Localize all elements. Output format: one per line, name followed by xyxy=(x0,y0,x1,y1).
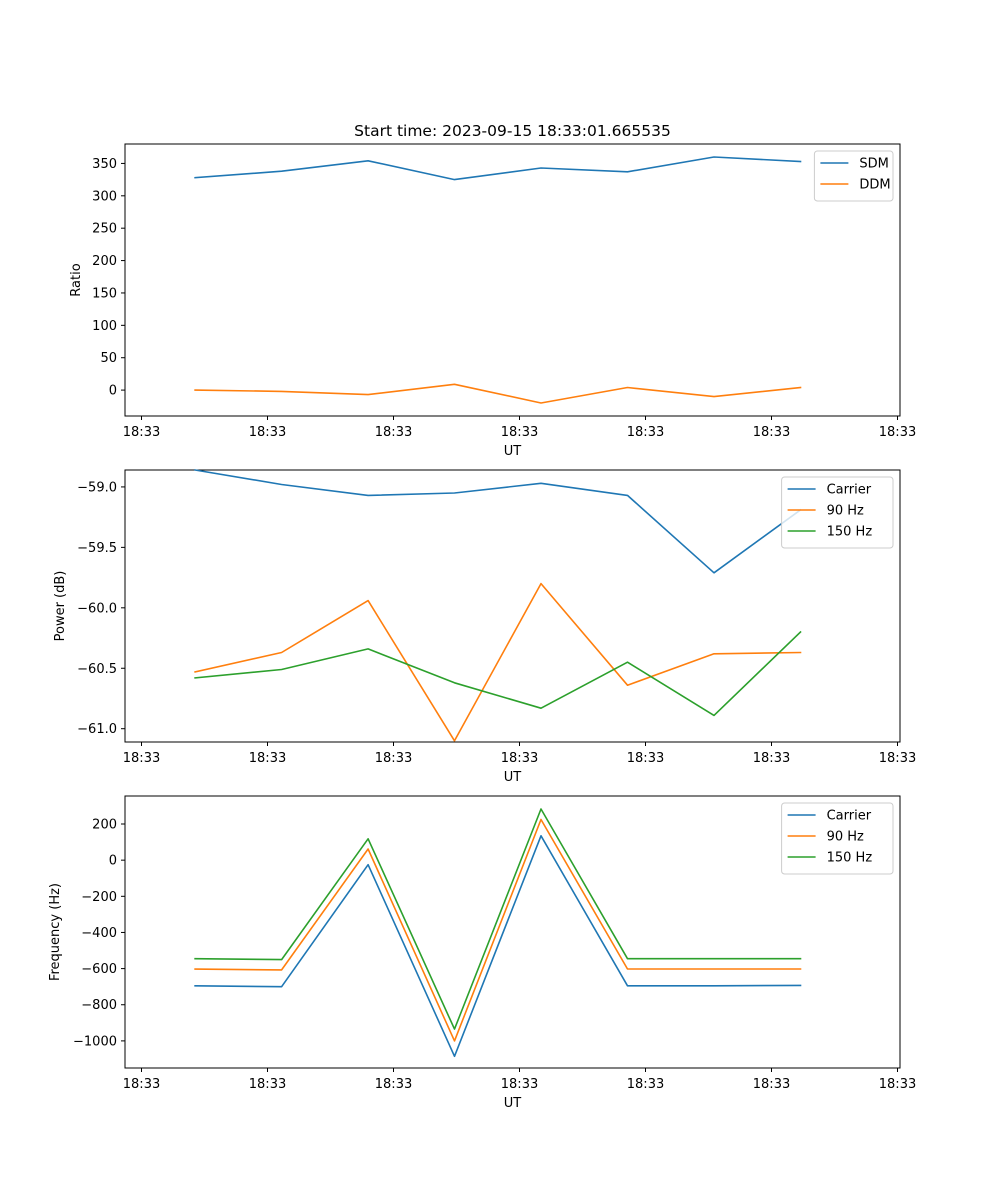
power-panel: 18:3318:3318:3318:3318:3318:3318:3318:34… xyxy=(53,469,916,785)
legend-label: 150 Hz xyxy=(827,851,873,866)
legend-label: Carrier xyxy=(827,483,872,498)
legend: SDM DDM xyxy=(813,150,894,202)
y-axis-label: Frequency (Hz) xyxy=(48,883,63,981)
x-tick-label: 18:33 xyxy=(501,425,538,440)
legend-label: SDM xyxy=(859,157,888,172)
legend-label: 90 Hz xyxy=(827,830,864,845)
x-tick-label: 18:33 xyxy=(627,1077,664,1092)
y-axis-label: Power (dB) xyxy=(53,571,68,642)
y-tick-label: 0 xyxy=(109,854,117,869)
y-tick-label: −61.0 xyxy=(77,722,117,737)
series-line-150-hz xyxy=(194,808,802,1030)
y-tick-label: 250 xyxy=(92,222,117,237)
x-tick-label: 18:33 xyxy=(627,425,664,440)
y-tick-label: −59.5 xyxy=(77,541,117,556)
y-tick-label: 200 xyxy=(92,254,117,269)
x-tick-label: 18:33 xyxy=(123,425,160,440)
series-line-sdm xyxy=(194,156,802,181)
series-line-ddm xyxy=(194,383,802,404)
ratio-panel: 18:3318:3318:3318:3318:3318:3318:3318:34… xyxy=(69,143,916,459)
y-tick-label: −60.5 xyxy=(77,662,117,677)
x-tick-label: 18:33 xyxy=(375,1077,412,1092)
plot-frame xyxy=(124,469,901,743)
x-tick-label: 18:33 xyxy=(501,1077,538,1092)
y-tick-label: 100 xyxy=(92,319,117,334)
x-axis-label: UT xyxy=(504,770,522,785)
y-axis-label: Ratio xyxy=(69,263,84,296)
x-tick-label: 18:33 xyxy=(753,1077,790,1092)
x-tick-label: 18:33 xyxy=(627,751,664,766)
y-tick-label: −600 xyxy=(81,962,117,977)
legend-label: DDM xyxy=(859,178,890,193)
x-tick-label: 18:33 xyxy=(123,1077,160,1092)
x-tick-label: 18:33 xyxy=(753,751,790,766)
y-tick-label: −60.0 xyxy=(77,601,117,616)
legend-label: 150 Hz xyxy=(827,525,873,540)
x-tick-label: 18:33 xyxy=(375,751,412,766)
legend: Carrier 90 Hz 150 Hz xyxy=(781,476,894,549)
y-tick-label: −800 xyxy=(81,998,117,1013)
series-line-90-hz xyxy=(194,818,802,1042)
x-tick-label: 18:33 xyxy=(879,751,916,766)
legend-label: Carrier xyxy=(827,809,872,824)
x-axis-label: UT xyxy=(504,1096,522,1111)
y-tick-label: −400 xyxy=(81,926,117,941)
figure-title: Start time: 2023-09-15 18:33:01.665535 xyxy=(354,122,671,140)
x-tick-label: 18:33 xyxy=(501,751,538,766)
x-tick-label: 18:33 xyxy=(249,751,286,766)
series-line-carrier xyxy=(194,834,802,1058)
y-tick-label: −59.0 xyxy=(77,480,117,495)
x-tick-label: 18:33 xyxy=(879,1077,916,1092)
x-tick-label: 18:33 xyxy=(375,425,412,440)
series-line-90-hz xyxy=(194,582,802,742)
plot-frame xyxy=(124,143,901,417)
y-tick-label: −1000 xyxy=(73,1034,117,1049)
y-tick-label: 300 xyxy=(92,189,117,204)
x-tick-label: 18:33 xyxy=(249,425,286,440)
legend-label: 90 Hz xyxy=(827,504,864,519)
x-tick-label: 18:33 xyxy=(249,1077,286,1092)
y-tick-label: 150 xyxy=(92,286,117,301)
x-tick-label: 18:33 xyxy=(123,751,160,766)
x-tick-label: 18:33 xyxy=(879,425,916,440)
y-tick-label: 50 xyxy=(100,351,117,366)
y-tick-label: 0 xyxy=(109,384,117,399)
y-tick-label: −200 xyxy=(81,890,117,905)
series-line-carrier xyxy=(194,469,802,574)
x-tick-label: 18:33 xyxy=(753,425,790,440)
x-axis-label: UT xyxy=(504,444,522,459)
frequency-panel: 18:3318:3318:3318:3318:3318:3318:3318:34… xyxy=(48,795,916,1111)
series-line-150-hz xyxy=(194,630,802,717)
y-tick-label: 200 xyxy=(92,818,117,833)
legend: Carrier 90 Hz 150 Hz xyxy=(781,802,894,875)
y-tick-label: 350 xyxy=(92,157,117,172)
